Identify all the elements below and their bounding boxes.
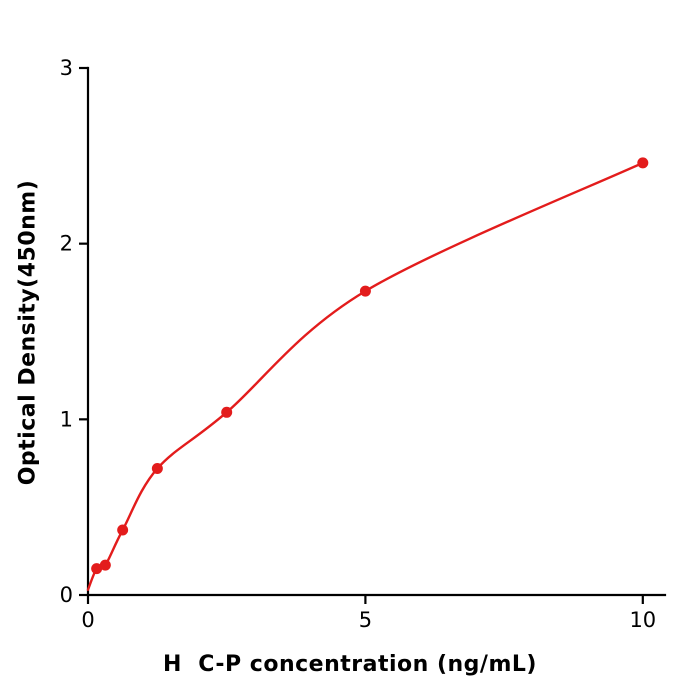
x-tick-label: 10 [629, 608, 656, 632]
y-tick-label: 2 [60, 232, 73, 256]
data-point [91, 563, 103, 575]
data-point [151, 463, 163, 475]
y-tick-label: 3 [60, 56, 73, 80]
data-point [359, 285, 371, 297]
y-tick-label: 1 [60, 407, 73, 431]
data-point [637, 157, 649, 169]
fit-curve [86, 161, 645, 591]
x-tick-label: 5 [359, 608, 372, 632]
y-tick-label: 0 [60, 583, 73, 607]
y-axis-title: Optical Density(450nm) [15, 179, 41, 486]
x-tick-label: 0 [81, 608, 94, 632]
data-point [221, 406, 233, 418]
data-point [99, 559, 111, 571]
x-axis-title: H C-P concentration (ng/mL) [163, 652, 537, 677]
data-point [117, 524, 129, 536]
